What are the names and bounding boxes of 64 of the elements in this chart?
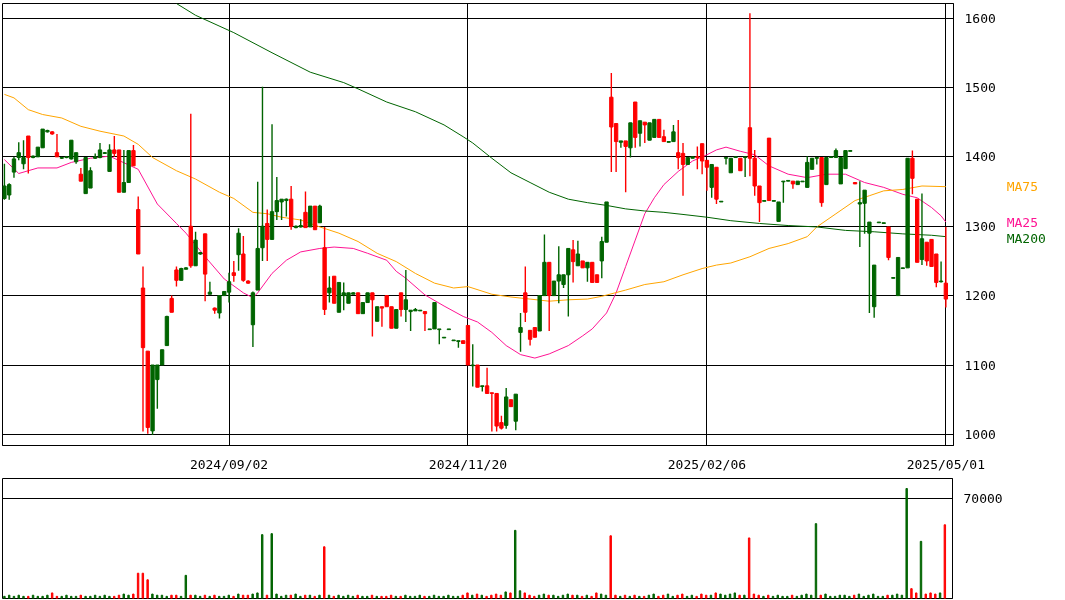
candlestick — [484, 367, 490, 395]
y-tick-label: 1500 — [964, 79, 996, 95]
candlestick — [131, 144, 136, 167]
x-tick-label: 2024/09/02 — [189, 456, 269, 472]
candlestick — [355, 292, 361, 315]
candlestick — [236, 227, 241, 272]
candlestick — [207, 281, 213, 295]
candlestick — [742, 156, 748, 178]
candlestick — [327, 275, 332, 304]
candlestick — [403, 269, 409, 323]
candlestick — [575, 240, 581, 267]
text: MA75 — [1006, 179, 1039, 195]
candlestick — [370, 292, 375, 338]
y-tick-label: 1300 — [964, 218, 996, 234]
candlestick — [121, 149, 127, 193]
y-tick-label: 1400 — [964, 149, 996, 165]
candlestick — [642, 121, 647, 144]
candlestick — [680, 142, 686, 197]
candlestick — [231, 260, 236, 283]
candlestick — [26, 135, 31, 175]
candlestick — [943, 226, 949, 309]
text: MA200 — [1006, 230, 1046, 246]
candlestick — [398, 292, 404, 318]
candlestick — [312, 205, 318, 231]
candlestick — [618, 140, 624, 149]
candlestick — [107, 143, 112, 173]
candlestick — [699, 142, 705, 175]
x-tick-label: 2024/11/20 — [428, 456, 508, 472]
candlestick — [470, 343, 475, 388]
candlestick — [781, 180, 786, 204]
candlestick — [656, 118, 662, 139]
y-tick-label: 1000 — [964, 426, 996, 442]
candlestick — [226, 272, 232, 304]
text: MA25 — [1006, 214, 1039, 230]
candlestick — [394, 308, 399, 329]
candlestick — [265, 208, 270, 262]
candlestick — [11, 156, 17, 179]
x-tick-label: 2025/05/01 — [906, 456, 985, 472]
candlestick — [422, 310, 428, 332]
candlestick — [776, 201, 781, 223]
candlestick — [518, 312, 523, 353]
candlestick — [676, 119, 681, 171]
candlestick — [475, 364, 480, 388]
candlestick — [174, 265, 179, 288]
candlestick — [585, 261, 590, 283]
candlestick — [54, 133, 60, 158]
candlestick — [523, 265, 528, 323]
candlestick — [570, 239, 576, 284]
x-tick-label: 2025/02/06 — [667, 456, 747, 472]
candlestick — [623, 140, 628, 193]
candlestick — [590, 261, 595, 284]
candlestick — [709, 163, 714, 199]
candlestick — [814, 156, 819, 166]
y-tick-label: 70000 — [963, 491, 1003, 506]
candlestick — [308, 205, 313, 228]
candlestick — [637, 120, 643, 148]
y-tick-label: 1100 — [964, 357, 996, 373]
candlestick — [303, 190, 308, 229]
candlestick — [910, 149, 915, 196]
y-tick-label: 1200 — [964, 288, 996, 304]
candlestick — [260, 86, 265, 262]
line-series — [3, 93, 947, 302]
candlestick — [695, 145, 700, 171]
y-tick-label: 1600 — [964, 10, 996, 26]
